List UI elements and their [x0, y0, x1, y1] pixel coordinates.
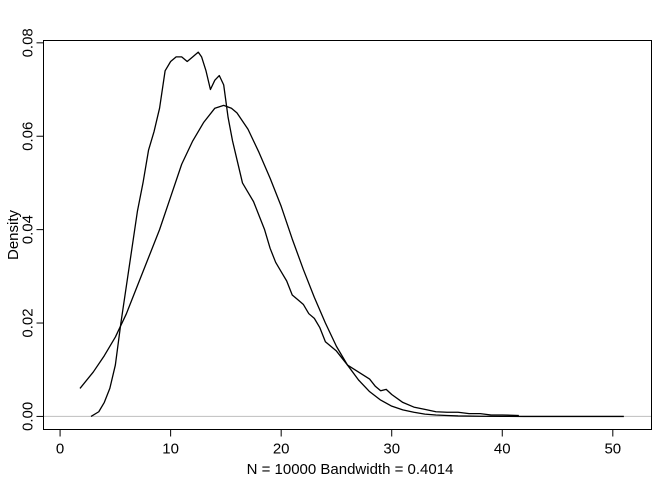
x-axis: 0 10 20 30 40 50 [56, 429, 621, 458]
x-tick-label: 20 [273, 441, 290, 458]
x-tick-label: 50 [604, 441, 621, 458]
y-axis: 0.00 0.02 0.04 0.06 0.08 [20, 28, 44, 431]
y-axis-label: Density [5, 209, 22, 260]
y-tick-label: 0.02 [20, 308, 37, 337]
y-tick-label: 0.06 [20, 122, 37, 151]
y-tick-label: 0.04 [20, 215, 37, 244]
x-tick-label: 40 [494, 441, 511, 458]
x-tick-label: 10 [162, 441, 179, 458]
y-tick-label: 0.00 [20, 402, 37, 431]
density-curve-2 [79, 104, 624, 418]
x-tick-label: 0 [56, 441, 64, 458]
density-curve-1 [90, 51, 519, 417]
y-tick-label: 0.08 [20, 28, 37, 57]
plot-frame [43, 40, 652, 430]
series-layer [79, 51, 624, 418]
x-tick-label: 30 [383, 441, 400, 458]
x-axis-label: N = 10000 Bandwidth = 0.4014 [247, 461, 454, 478]
